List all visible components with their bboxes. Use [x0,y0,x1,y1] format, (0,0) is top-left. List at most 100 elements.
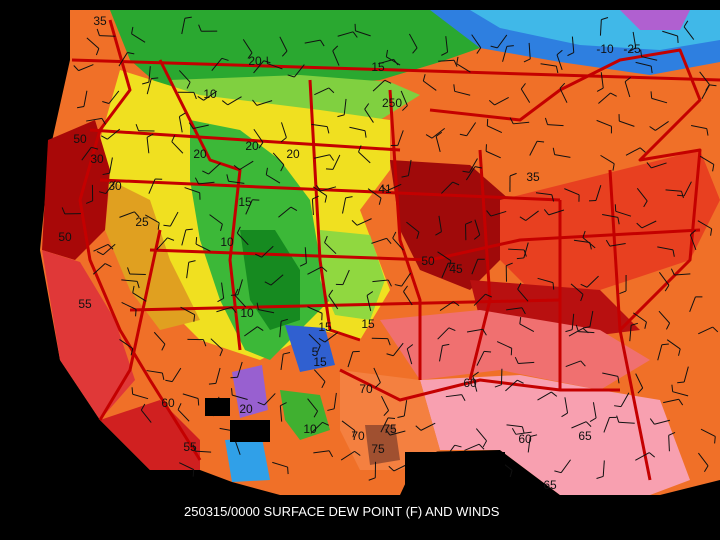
wind-barb-flag [136,281,140,289]
wind-barb [615,210,632,217]
wind-barb-flag [95,48,100,56]
wind-barb [517,288,529,302]
wind-barb [691,124,707,130]
wind-barb-flag [582,326,590,329]
wind-barb [582,237,596,249]
wind-barb-flag [321,266,328,272]
mask [205,398,230,416]
wind-barb [438,215,442,232]
wind-barb [490,210,507,217]
wind-barb [666,339,681,350]
wind-barb-flag [521,307,526,315]
wind-barb [403,291,413,306]
wind-barb-flag [519,316,522,325]
wind-barb-flag [605,239,611,247]
wind-barb [548,209,565,216]
wind-barb [153,331,166,345]
contour-label: 60 [463,376,477,390]
mexico-cyan [225,438,270,482]
wind-barb-flag [102,100,110,104]
wind-barb-flag [486,210,492,217]
wind-barb-flag [381,185,388,192]
wind-barb [527,436,531,453]
wind-barb [372,79,386,92]
wind-barb [658,310,670,324]
wind-barb [215,367,221,384]
wind-barb-flag [280,137,287,143]
wind-barb-flag [161,343,166,351]
border [388,89,422,380]
wind-barb-flag [415,425,422,431]
interior-ochre [105,180,200,330]
wind-barb [109,157,113,174]
contour-label: 35 [526,170,540,184]
wind-barb [314,154,330,159]
south-salmon [380,310,650,390]
wind-barb-flag [364,130,367,138]
wind-barb [267,63,283,70]
wind-barb-flag [664,284,670,292]
wind-barb-flag [453,301,460,307]
wind-barb [372,279,389,283]
wind-barb [513,121,530,125]
wind-barb-flag [221,57,229,61]
wind-barb-flag [287,74,295,78]
wind-barb [208,162,221,175]
wind-barb [406,348,413,365]
contour-label: 50 [73,132,87,146]
wind-barb-flag [280,164,285,172]
wind-barb [698,452,709,467]
wind-barb [641,56,658,61]
wind-barb-flag [231,306,237,314]
wind-barb-flag [509,117,514,125]
wind-barb-flag [366,291,374,296]
wind-barb [216,306,232,313]
wind-barb-flag [472,371,479,377]
wind-barb-flag [412,47,418,54]
wind-barb [518,361,535,365]
wind-barb [469,158,478,173]
wind-barb-flag [192,444,196,452]
wind-barb-flag [555,66,559,74]
wind-barb [140,409,152,423]
wind-barb [304,247,307,264]
contour-label: 250 [382,96,402,110]
wind-barb-flag [324,235,328,243]
wind-barb [471,34,482,49]
wind-barb-flag [264,281,272,286]
border [78,19,202,461]
wind-barb-flag [247,52,253,59]
wind-barb [234,439,241,455]
wind-barb-flag [208,382,216,385]
contour-label: -10 [596,42,614,56]
wind-barb-flag [101,135,108,140]
wind-barb-flag [567,52,575,57]
wind-barb [423,80,437,91]
wind-barb [272,152,285,166]
wind-barb [132,393,149,400]
contour-label: 60 [161,396,175,410]
wind-barb-flag [317,345,321,352]
wind-barb [210,338,223,350]
wind-barb-flag [523,58,531,63]
wind-barb-flag [575,324,579,332]
wind-barb-flag [649,452,656,458]
wind-barb-flag [324,195,328,203]
wind-barb [132,292,147,302]
wind-barb [146,370,163,374]
wind-barb-flag [519,216,527,221]
wind-barb [651,97,668,104]
contour-label: 70 [351,429,365,443]
wind-barb-flag [385,49,389,57]
wind-barb [386,183,402,192]
north-green [110,10,480,100]
wind-barb [397,130,404,146]
wind-barb [663,398,679,404]
wind-barb [437,251,452,262]
wind-barb-flag [511,427,517,435]
wind-barb-flag [325,168,334,170]
wind-barb [236,232,249,246]
wind-barb [535,192,552,196]
contour-label: 20 [239,402,253,416]
wind-barb [435,136,441,152]
